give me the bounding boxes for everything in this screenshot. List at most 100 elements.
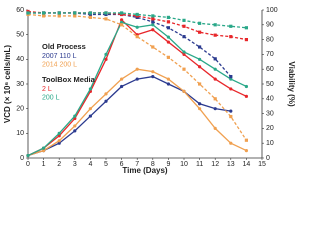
viability-point bbox=[229, 75, 233, 79]
viability-point bbox=[135, 12, 139, 17]
y2-tick-label: 60 bbox=[266, 66, 274, 73]
x-tick-label: 2 bbox=[57, 161, 61, 168]
y2-tick-label: 70 bbox=[266, 51, 274, 58]
vcd-point bbox=[229, 109, 233, 113]
vcd-point bbox=[42, 146, 46, 150]
viability-point bbox=[182, 18, 186, 22]
y-axis-label: VCD (× 10⁶ cells/mL) bbox=[3, 45, 12, 123]
x-tick-label: 14 bbox=[243, 161, 251, 168]
chart: Time (Days) VCD (× 10⁶ cells/mL) Viabili… bbox=[3, 7, 296, 175]
viability-point bbox=[26, 11, 30, 15]
y-tick-label: 0 bbox=[20, 155, 24, 162]
vcd-point bbox=[244, 94, 248, 98]
viability-point bbox=[151, 14, 155, 18]
vcd-point bbox=[182, 50, 186, 54]
vcd-point bbox=[213, 77, 217, 81]
vcd-point bbox=[57, 134, 61, 138]
vcd-point bbox=[229, 77, 233, 81]
viability-line bbox=[27, 13, 247, 141]
viability-point bbox=[229, 24, 233, 28]
vcd-point bbox=[151, 28, 155, 32]
y2-tick-label: 50 bbox=[266, 81, 274, 88]
y2-tick-label: 0 bbox=[266, 155, 270, 162]
vcd-point bbox=[73, 124, 77, 128]
viability-point bbox=[244, 26, 248, 30]
viability-point bbox=[73, 14, 77, 18]
viability-point bbox=[166, 15, 170, 19]
x-tick-label: 10 bbox=[180, 161, 188, 168]
vcd-point bbox=[135, 25, 139, 29]
viability-point bbox=[135, 35, 139, 39]
legend-entry: 2014 200 L bbox=[42, 61, 77, 68]
x-tick-label: 11 bbox=[196, 161, 203, 168]
vcd-point bbox=[213, 126, 217, 130]
y2-tick-label: 100 bbox=[266, 7, 278, 14]
viability-point bbox=[73, 11, 77, 15]
legend-title: ToolBox Media bbox=[42, 75, 96, 84]
viability-point bbox=[166, 26, 170, 30]
vcd-line bbox=[27, 75, 231, 157]
x-tick-label: 0 bbox=[26, 161, 30, 168]
y2-tick-label: 90 bbox=[266, 22, 274, 29]
vcd-point bbox=[182, 52, 186, 57]
vcd-point bbox=[182, 89, 186, 93]
vcd-point bbox=[166, 35, 170, 39]
viability-point bbox=[57, 11, 61, 15]
viability-point bbox=[120, 23, 124, 27]
legend-entry: 200 L bbox=[42, 94, 60, 101]
vcd-point bbox=[213, 67, 217, 71]
x-tick-label: 9 bbox=[166, 161, 170, 168]
vcd-point bbox=[166, 77, 170, 81]
vcd-point bbox=[198, 102, 202, 106]
vcd-point bbox=[213, 107, 217, 111]
viability-point bbox=[213, 33, 217, 37]
vcd-point bbox=[135, 67, 139, 71]
y2-tick-label: 20 bbox=[266, 125, 274, 132]
viability-point bbox=[151, 20, 155, 24]
vcd-point bbox=[198, 65, 202, 69]
vcd-point bbox=[57, 139, 61, 143]
vcd-point bbox=[244, 149, 248, 153]
viability-line bbox=[28, 12, 247, 29]
viability-point bbox=[198, 21, 202, 25]
viability-point bbox=[213, 23, 217, 27]
legend-entry: 2007 110 L bbox=[42, 53, 77, 60]
vcd-point bbox=[120, 20, 124, 24]
vcd-point bbox=[198, 57, 202, 61]
viability-point bbox=[151, 45, 155, 49]
viability-point bbox=[198, 82, 202, 86]
vcd-point bbox=[57, 141, 61, 145]
y-tick-label: 40 bbox=[16, 56, 24, 63]
vcd-point bbox=[26, 153, 30, 158]
vcd-line bbox=[27, 18, 247, 157]
viability-point bbox=[42, 14, 46, 18]
legend-entry: 2 L bbox=[42, 86, 52, 93]
y-tick-label: 10 bbox=[16, 130, 24, 137]
x-tick-label: 3 bbox=[73, 161, 77, 168]
x-tick-label: 12 bbox=[211, 161, 219, 168]
viability-point bbox=[182, 24, 186, 28]
vcd-point bbox=[151, 23, 155, 27]
y2-tick-label: 80 bbox=[266, 36, 274, 43]
vcd-point bbox=[73, 114, 77, 118]
vcd-point bbox=[120, 18, 124, 22]
legend-title: Old Process bbox=[42, 42, 86, 51]
x-tick-label: 8 bbox=[151, 161, 155, 168]
x-tick-label: 7 bbox=[135, 161, 139, 168]
vcd-point bbox=[120, 77, 124, 81]
y-tick-label: 30 bbox=[16, 81, 24, 88]
y2-axis-label: Viability (%) bbox=[287, 61, 296, 107]
viability-point bbox=[104, 17, 108, 21]
vcd-point bbox=[42, 149, 46, 153]
viability-point bbox=[42, 11, 46, 15]
vcd-point bbox=[166, 82, 170, 86]
vcd-point bbox=[88, 107, 92, 111]
vcd-point bbox=[73, 129, 77, 133]
viability-point bbox=[182, 67, 186, 71]
viability-point bbox=[198, 45, 202, 49]
viability-point bbox=[213, 97, 217, 101]
vcd-point bbox=[104, 92, 108, 96]
vcd-point bbox=[151, 70, 155, 74]
vcd-point bbox=[57, 131, 61, 135]
viability-point bbox=[120, 11, 124, 15]
